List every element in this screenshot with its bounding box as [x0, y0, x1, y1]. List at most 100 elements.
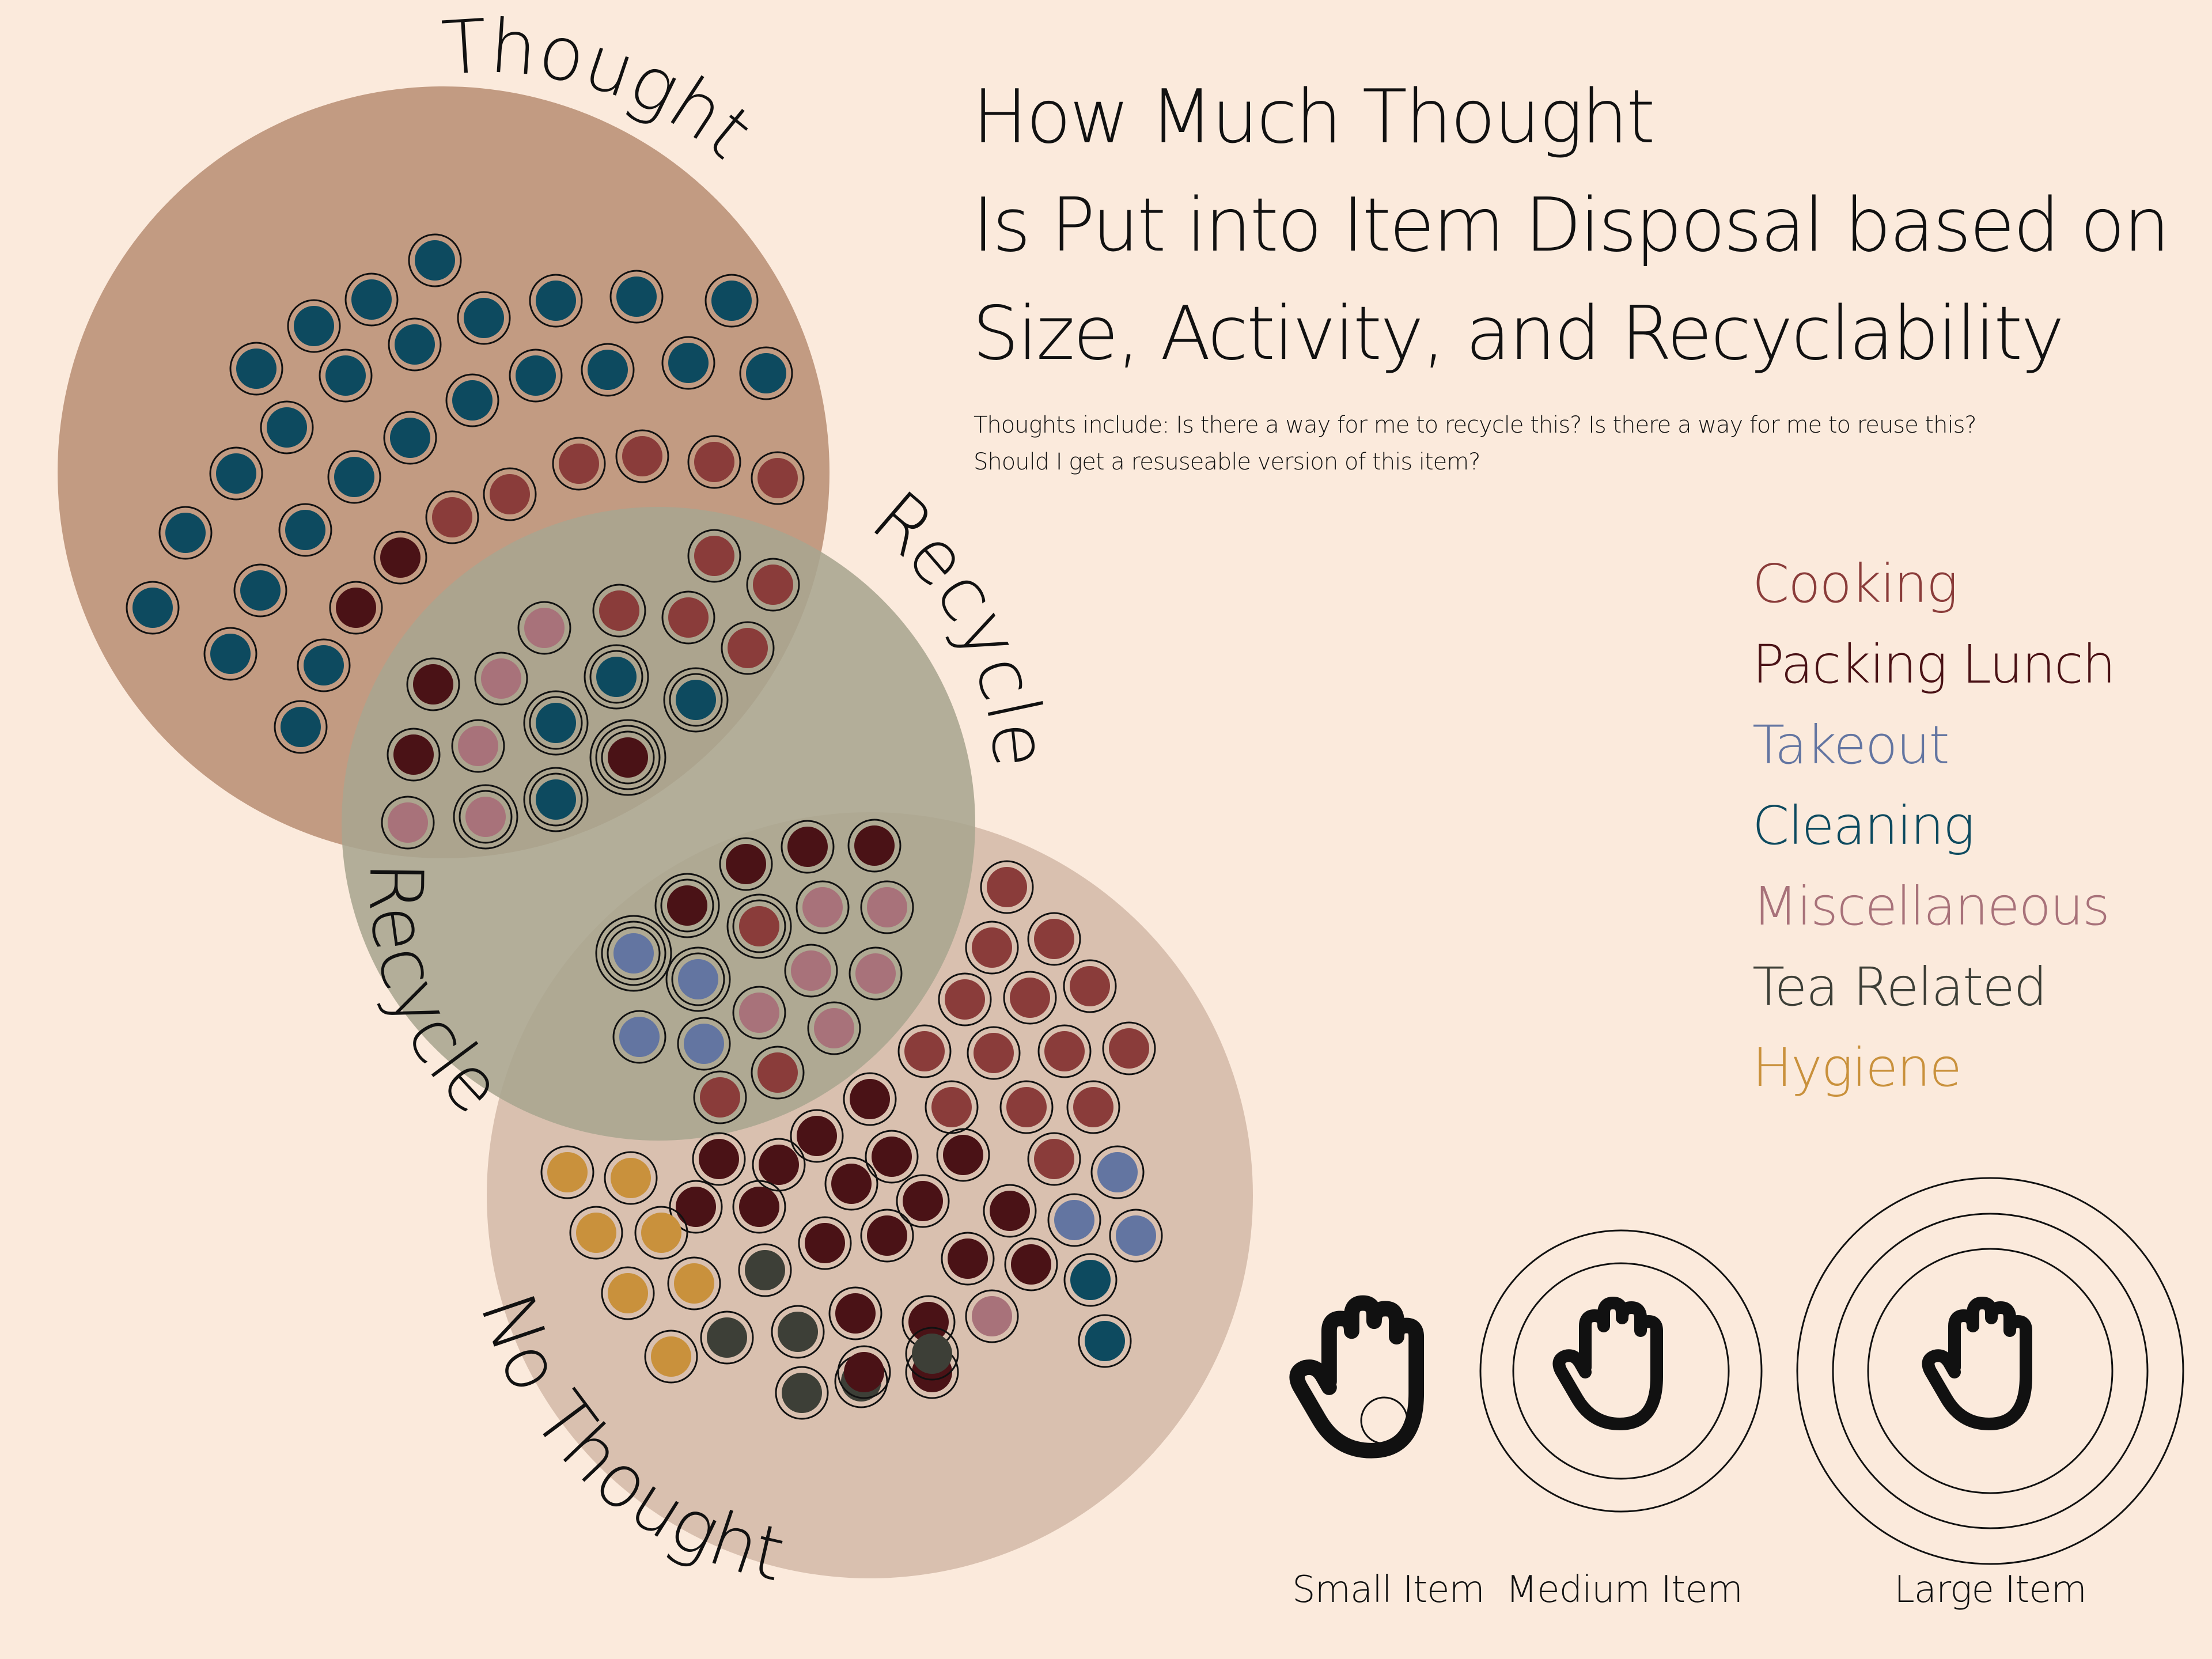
cleaning-item-dot	[445, 373, 499, 427]
cleaning-item-dot	[523, 690, 589, 756]
cleaning-item-dot	[584, 644, 649, 710]
title-line-3: Size, Activity, and Recyclability	[972, 291, 2065, 377]
packing-lunch-item-dot	[843, 1072, 897, 1126]
cleaning-item-dot	[229, 342, 283, 396]
packing-lunch-item-dot	[790, 1109, 844, 1163]
hygiene-item-dot	[601, 1266, 655, 1320]
cooking-item-dot	[1063, 959, 1117, 1013]
cooking-item-dot	[1037, 1024, 1092, 1078]
packing-lunch-item-dot	[719, 837, 773, 891]
cooking-item-dot	[687, 435, 741, 489]
medium-item-rings	[1479, 1229, 1763, 1513]
cooking-item-dot	[965, 921, 1019, 975]
cleaning-item-dot	[457, 291, 511, 345]
cleaning-item-dot	[704, 274, 759, 328]
packing-lunch-item-dot	[387, 728, 441, 782]
size-legend-graphics	[1289, 1177, 2184, 1565]
legend-takeout: Takeout	[1752, 714, 1950, 776]
miscellaneous-item-dot	[784, 944, 838, 998]
cleaning-item-dot	[297, 638, 351, 692]
packing-lunch-item-dot	[752, 1138, 806, 1192]
takeout-item-dot	[595, 915, 672, 992]
legend-tea-related: Tea Related	[1752, 956, 2047, 1018]
cleaning-item-dot	[383, 411, 437, 465]
packing-lunch-item-dot	[669, 1180, 723, 1234]
hygiene-item-dot	[667, 1256, 721, 1310]
cleaning-item-dot	[661, 336, 715, 390]
miscellaneous-item-dot	[849, 946, 903, 1001]
cleaning-item-dot	[158, 506, 213, 560]
takeout-item-dot	[1090, 1145, 1145, 1199]
cleaning-item-dot	[344, 272, 399, 327]
packing-lunch-item-dot	[936, 1128, 990, 1182]
cooking-item-dot	[751, 1046, 805, 1100]
cooking-item-dot	[615, 429, 669, 483]
cooking-item-dot	[592, 584, 646, 638]
cleaning-item-dot	[1078, 1314, 1132, 1368]
tea-related-item-dot	[738, 1243, 792, 1297]
takeout-item-dot	[1047, 1193, 1101, 1247]
cleaning-item-dot	[581, 343, 635, 397]
miscellaneous-item-dot	[732, 986, 786, 1040]
cooking-item-dot	[967, 1026, 1021, 1080]
takeout-item-dot	[677, 1017, 731, 1071]
hygiene-item-dot	[644, 1330, 698, 1384]
cooking-item-dot	[751, 451, 805, 505]
cleaning-item-dot	[408, 233, 462, 287]
packing-lunch-item-dot	[406, 657, 460, 711]
packing-lunch-item-dot	[654, 873, 720, 938]
cleaning-item-dot	[609, 270, 664, 324]
packing-lunch-item-dot	[941, 1232, 995, 1286]
packing-lunch-item-dot	[847, 819, 902, 873]
cleaning-item-dot	[319, 349, 373, 403]
miscellaneous-item-dot	[517, 601, 571, 655]
cleaning-item-dot	[529, 274, 583, 328]
cleaning-item-dot	[388, 317, 442, 372]
miscellaneous-item-dot	[474, 652, 528, 706]
hand-icon	[1289, 1295, 1425, 1459]
cleaning-item-dot	[1063, 1253, 1118, 1307]
packing-lunch-item-dot	[983, 1184, 1037, 1238]
tea-related-item-dot	[700, 1310, 754, 1365]
cleaning-item-dot	[739, 346, 793, 400]
cooking-item-dot	[925, 1080, 979, 1134]
packing-lunch-item-dot	[692, 1132, 746, 1186]
cleaning-item-dot	[663, 667, 729, 733]
packing-lunch-item-dot	[1004, 1237, 1058, 1291]
medium-item-label: Medium Item	[1506, 1569, 1743, 1611]
cleaning-item-dot	[274, 700, 328, 754]
cleaning-item-dot	[126, 581, 180, 635]
cooking-item-dot	[1003, 971, 1057, 1025]
title-line-2: Is Put into Item Disposal based on	[972, 183, 2170, 268]
subtitle-line-2: Should I get a resuseable version of thi…	[974, 449, 1480, 475]
cooking-item-dot	[897, 1024, 952, 1078]
cleaning-item-dot	[509, 349, 563, 403]
cooking-item-dot	[693, 1070, 747, 1124]
packing-lunch-item-dot	[828, 1286, 882, 1340]
cleaning-item-dot	[209, 446, 263, 501]
hand-icon	[1552, 1297, 1663, 1430]
cleaning-item-dot	[233, 563, 287, 618]
takeout-item-dot	[1109, 1209, 1163, 1263]
cooking-item-dot	[1102, 1021, 1156, 1075]
takeout-item-dot	[612, 1010, 666, 1064]
cleaning-item-dot	[523, 767, 589, 832]
hygiene-item-dot	[569, 1206, 623, 1260]
cooking-item-dot	[483, 467, 537, 521]
cooking-item-dot	[938, 972, 992, 1027]
cooking-item-dot	[425, 490, 479, 544]
cleaning-item-dot	[287, 299, 341, 353]
packing-lunch-item-dot	[589, 719, 666, 796]
large-item-label: Large Item	[1894, 1569, 2087, 1611]
subtitle-line-1: Thoughts include: Is there a way for me …	[974, 412, 1977, 438]
packing-lunch-item-dot	[824, 1157, 878, 1211]
packing-lunch-item-dot	[860, 1209, 914, 1263]
packing-lunch-item-dot	[865, 1130, 919, 1184]
legend-miscellaneous: Miscellaneous	[1752, 876, 2110, 937]
packing-lunch-item-dot	[837, 1345, 891, 1399]
tea-related-item-dot	[905, 1327, 959, 1381]
packing-lunch-item-dot	[781, 820, 835, 874]
miscellaneous-item-dot	[860, 880, 914, 934]
